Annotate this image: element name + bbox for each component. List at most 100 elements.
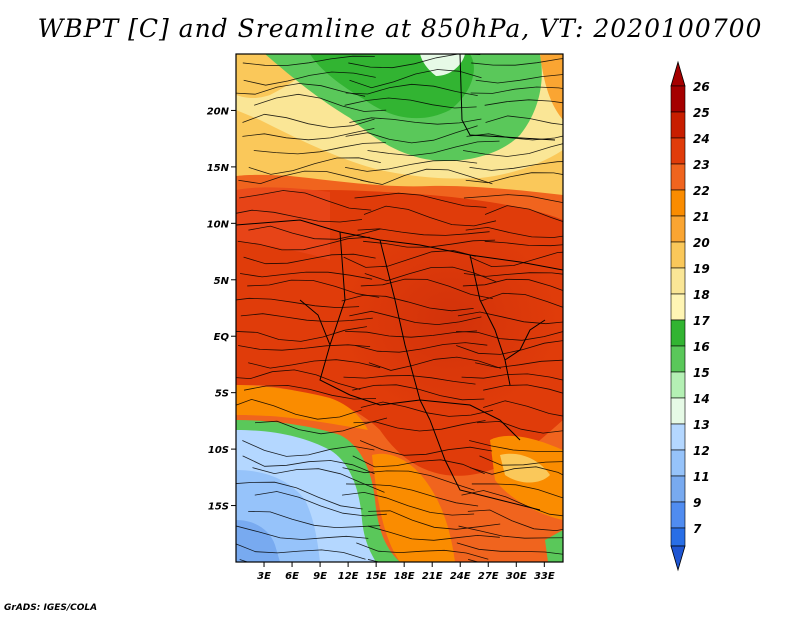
- colorbar-label: 17: [693, 314, 710, 328]
- streamline: [342, 491, 475, 516]
- streamline: [254, 93, 387, 112]
- streamline: [352, 384, 485, 401]
- colorbar-swatch: [670, 345, 686, 373]
- wbpt-shaded-field: [236, 54, 563, 562]
- colorbar-label: 15: [693, 366, 710, 380]
- streamline: [461, 490, 563, 517]
- streamline: [236, 543, 366, 560]
- streamline: [243, 385, 377, 400]
- streamline: [484, 205, 563, 222]
- lon-tick-label: 18E: [394, 571, 415, 582]
- streamline: [355, 342, 488, 353]
- streamline: [243, 253, 376, 265]
- streamline: [467, 509, 563, 532]
- grads-credit: GrADS: IGES/COLA: [4, 603, 98, 613]
- streamline: [236, 326, 367, 342]
- streamline: [456, 330, 563, 341]
- streamline: [470, 86, 563, 94]
- streamline: [343, 375, 476, 385]
- colorbar-label: 11: [693, 470, 710, 484]
- streamline: [456, 542, 563, 555]
- colorbar-swatch: [670, 85, 686, 113]
- streamline: [349, 310, 482, 326]
- streamline: [469, 466, 563, 476]
- streamline: [462, 278, 563, 292]
- streamline: [240, 313, 373, 323]
- colorbar-swatch: [670, 371, 686, 399]
- country-boundaries: [236, 54, 563, 511]
- lat-tick-label: 10S: [208, 445, 229, 456]
- streamline: [248, 359, 381, 369]
- streamline: [483, 400, 563, 417]
- streamline: [466, 133, 563, 141]
- streamline: [236, 297, 360, 309]
- colorbar-swatch: [670, 163, 686, 191]
- streamline: [475, 74, 563, 84]
- streamline: [354, 192, 487, 208]
- lat-tick-label: 15S: [208, 502, 229, 513]
- streamline: [345, 125, 478, 144]
- lon-tick-label: 12E: [338, 571, 359, 582]
- colorbar: 26 25 24 23 22 21 20 19 18 17 16 15 14 13 12 11 9 7: [670, 60, 710, 572]
- streamline: [349, 117, 482, 125]
- lon-tick-label: 6E: [285, 571, 299, 582]
- streamline: [252, 467, 385, 493]
- lat-tick-label: 20N: [207, 106, 230, 117]
- colorbar-label: 18: [693, 288, 710, 302]
- streamline: [461, 373, 563, 381]
- colorbar-swatch: [670, 423, 686, 451]
- streamline: [367, 525, 500, 541]
- colorbar-swatch: [670, 319, 686, 347]
- streamline: [356, 542, 489, 560]
- longitude-axis: 3E 6E 9E 12E 15E 18E 21E 24E 27E 30E 33E: [257, 562, 555, 582]
- colorbar-label: 13: [693, 418, 710, 432]
- streamline: [484, 240, 563, 247]
- lon-tick-label: 30E: [506, 571, 527, 582]
- colorbar-swatch: [670, 475, 686, 503]
- colorbar-label: 25: [693, 106, 710, 120]
- streamline: [463, 143, 563, 157]
- streamline: [236, 369, 361, 390]
- streamline: [463, 272, 563, 277]
- streamline: [360, 168, 493, 185]
- streamline: [237, 236, 370, 251]
- streamline: [240, 271, 373, 280]
- colorbar-swatch: [670, 137, 686, 165]
- streamline: [343, 250, 476, 268]
- streamline: [248, 157, 381, 175]
- colorbar-label: 14: [693, 392, 710, 406]
- streamline: [239, 190, 372, 211]
- colorbar-label: 23: [693, 158, 710, 172]
- streamlines: [236, 54, 563, 562]
- streamline: [236, 398, 362, 420]
- colorbar-swatch: [670, 527, 686, 547]
- colorbar-label: 22: [693, 184, 710, 198]
- colorbar-label: 9: [693, 496, 701, 510]
- streamline: [254, 417, 388, 435]
- lat-tick-label: 5S: [215, 389, 229, 400]
- streamline: [345, 330, 478, 338]
- lat-tick-label: EQ: [214, 332, 230, 343]
- colorbar-swatch: [670, 267, 686, 295]
- lat-tick-label: 5N: [214, 276, 230, 287]
- streamline: [357, 228, 490, 236]
- colorbar-bottom-arrow: [670, 545, 686, 572]
- streamline: [465, 226, 563, 238]
- colorbar-label: 12: [693, 444, 710, 458]
- lon-tick-label: 15E: [366, 571, 387, 582]
- colorbar-swatch: [670, 111, 686, 139]
- lon-tick-label: 33E: [534, 571, 555, 582]
- streamline: [344, 97, 477, 109]
- lat-tick-label: 15N: [207, 163, 230, 174]
- colorbar-label: 21: [693, 210, 710, 224]
- streamline: [364, 266, 497, 283]
- colorbar-label: 7: [693, 522, 702, 536]
- streamline: [458, 525, 563, 539]
- colorbar-swatch: [670, 189, 686, 217]
- lon-tick-label: 21E: [422, 571, 443, 582]
- streamline: [477, 420, 563, 434]
- streamline: [349, 69, 482, 89]
- colorbar-swatch: [670, 215, 686, 243]
- streamline: [463, 194, 563, 204]
- lat-tick-label: 10N: [207, 219, 230, 230]
